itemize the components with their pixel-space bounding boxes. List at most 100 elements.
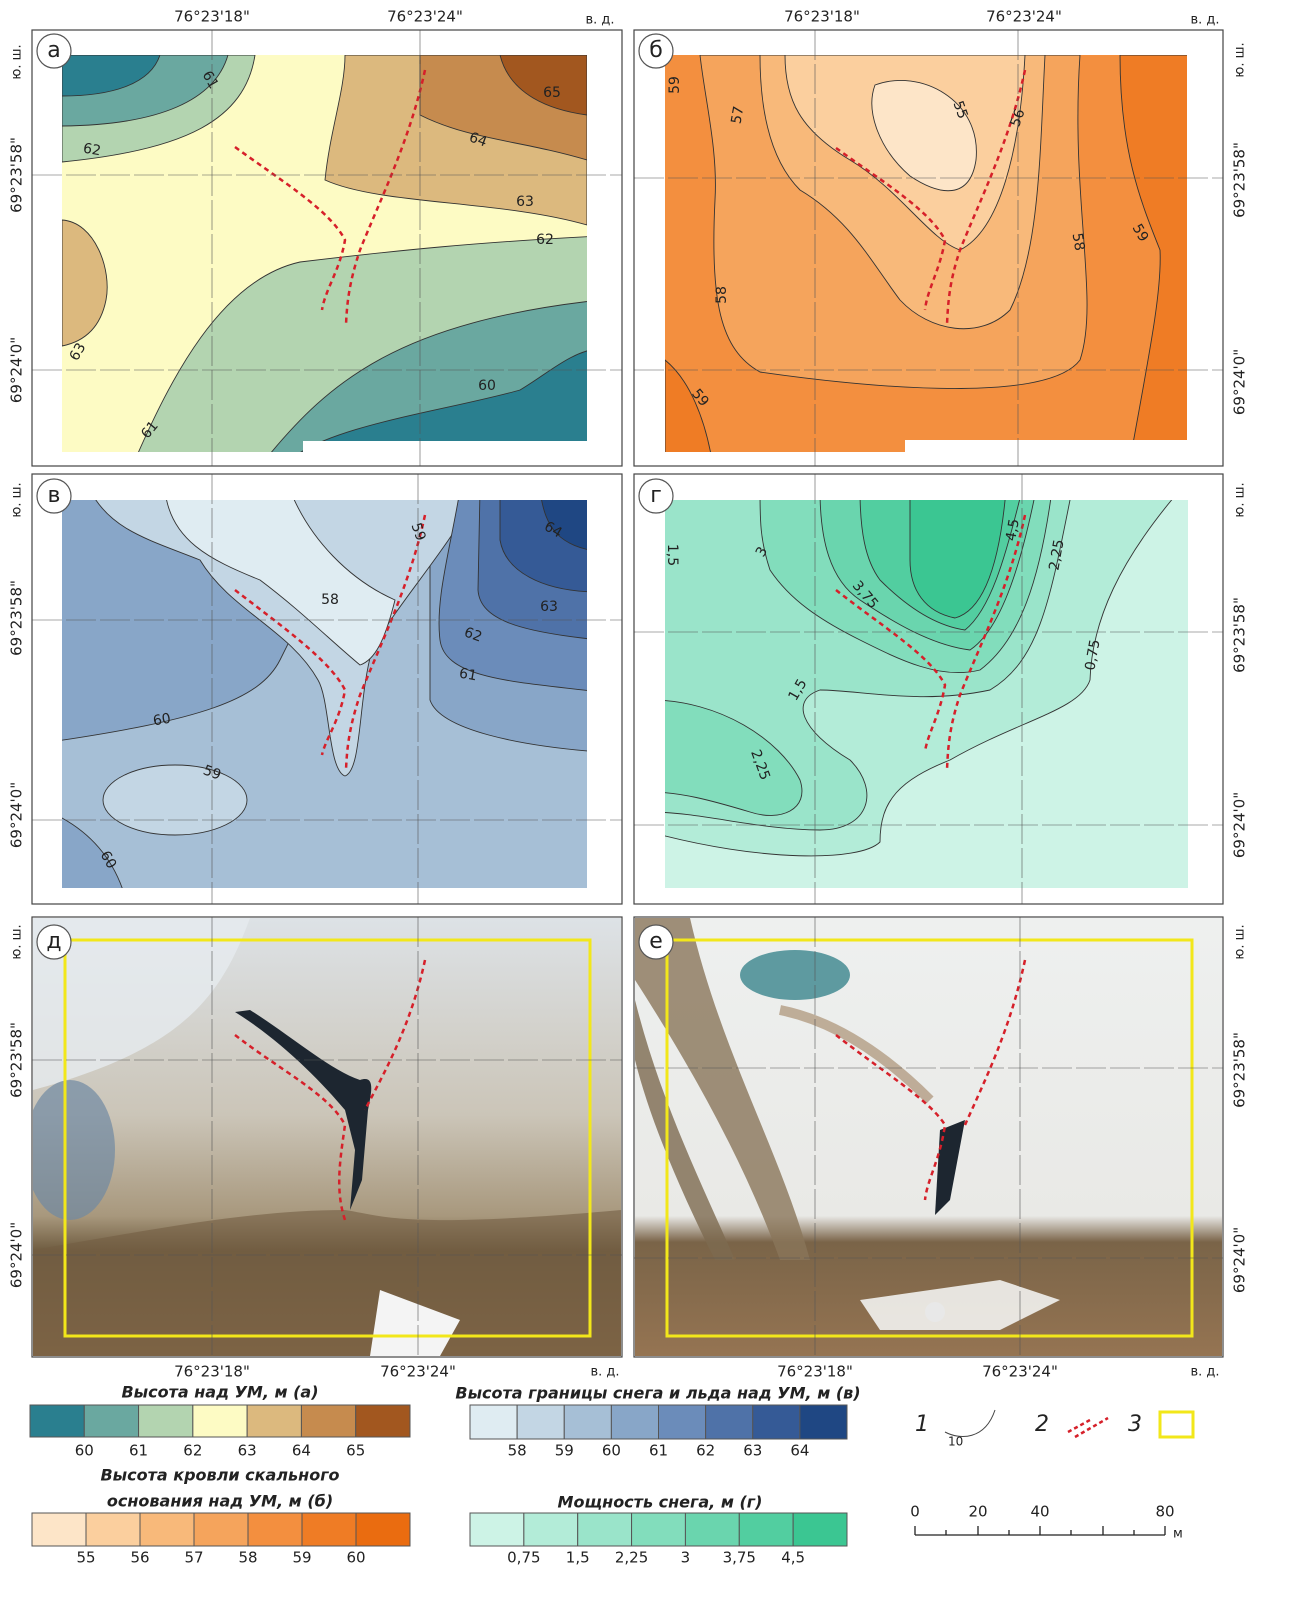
contour-label: 63 [516, 194, 534, 210]
contour-sample-label: 10 [948, 1435, 963, 1449]
legend-swatch [356, 1513, 410, 1546]
legend-swatch [753, 1405, 800, 1439]
lon-label: 76°23'24" [387, 8, 463, 26]
legend-label: 3,75 [723, 1549, 756, 1567]
legend-swatch [140, 1513, 194, 1546]
legend-swatch [470, 1405, 517, 1439]
contour-label: 62 [536, 232, 554, 248]
legend-swatch [706, 1405, 753, 1439]
contour-label: 58 [321, 592, 339, 608]
contour-label: 61 [458, 666, 478, 685]
legend-swatch [86, 1513, 140, 1546]
lat-label: 69°24'0" [1231, 349, 1249, 415]
legend-title: Высота кровли скального [100, 1466, 339, 1485]
lat-label: 69°24'0" [8, 1222, 26, 1288]
legend-label: 65 [346, 1442, 365, 1460]
symbol-number: 2 [1035, 1412, 1049, 1437]
fracture-sample [1068, 1418, 1108, 1437]
legend-swatch [139, 1405, 193, 1437]
lon-label: 76°23'18" [174, 1363, 250, 1381]
legend-label: 61 [129, 1442, 148, 1460]
legend-label: 4,5 [781, 1549, 805, 1567]
contour-map [50, 490, 600, 900]
legend-label: 63 [743, 1442, 762, 1460]
panel-letter: г [650, 483, 662, 508]
lon-label: 76°23'18" [784, 8, 860, 26]
legend-swatch [84, 1405, 138, 1437]
legend-label: 59 [292, 1549, 311, 1567]
lon-label: 76°23'24" [982, 1363, 1058, 1381]
lat-unit: ю. ш. [10, 482, 25, 517]
legend-label: 62 [696, 1442, 715, 1460]
legend-label: 1,5 [566, 1549, 590, 1567]
legend-title: Мощность снега, м (г) [558, 1493, 763, 1512]
legend-label: 2,25 [615, 1549, 648, 1567]
contour-fill [103, 765, 247, 835]
panel-letter: а [47, 38, 60, 63]
symbol-number: 3 [1128, 1412, 1142, 1437]
legend-label: 56 [130, 1549, 149, 1567]
legend-swatch [611, 1405, 658, 1439]
legend-swatch [247, 1405, 301, 1437]
legend-swatch [470, 1513, 524, 1546]
contour-label: 59 [667, 76, 683, 94]
contour-label: 60 [152, 711, 172, 730]
legend-label: 64 [292, 1442, 311, 1460]
lat-unit: ю. ш. [1233, 42, 1248, 77]
scale-bar: 0 20 40 80 м [910, 1503, 1183, 1542]
lat-label: 69°23'58" [1231, 597, 1249, 673]
scale-label: 0 [910, 1503, 920, 1521]
lon-unit: в. д. [1190, 1365, 1219, 1380]
lon-unit: в. д. [1190, 13, 1219, 28]
pond [740, 950, 850, 1000]
lat-label: 69°24'0" [1231, 792, 1249, 858]
lat-label: 69°23'58" [8, 580, 26, 656]
legend-label: 59 [555, 1442, 574, 1460]
contour-label: 57 [729, 105, 748, 125]
panel-letter: д [46, 929, 61, 954]
symbol-number: 1 [915, 1412, 929, 1437]
lat-label: 69°24'0" [8, 337, 26, 403]
contour-label: 65 [543, 85, 561, 101]
scale-line [915, 1526, 1165, 1535]
legend-swatch [302, 1513, 356, 1546]
page: 1 10 2 3 0 20 40 80 м 61 65 64 62 63 62 63 60 61… [0, 0, 1299, 1611]
legend-swatch [301, 1405, 355, 1437]
legend-swatch [356, 1405, 410, 1437]
legend-label: 60 [75, 1442, 94, 1460]
legend-swatch [194, 1513, 248, 1546]
legend-label: 58 [238, 1549, 257, 1567]
legend-swatch [524, 1513, 578, 1546]
legend-swatch [193, 1405, 247, 1437]
legend-swatch [793, 1513, 847, 1546]
legend-swatch [517, 1405, 564, 1439]
lat-label: 69°24'0" [1231, 1227, 1249, 1293]
contour-label: 1,5 [664, 544, 680, 566]
legend-label: 58 [508, 1442, 527, 1460]
legend-swatch [659, 1405, 706, 1439]
scale-label: 40 [1030, 1503, 1049, 1521]
symbol-legend: 1 10 2 3 [915, 1410, 1193, 1449]
lon-label: 76°23'24" [986, 8, 1062, 26]
lon-label: 76°23'18" [174, 8, 250, 26]
legend-label: 3 [681, 1549, 691, 1567]
legend-title: Высота над УМ, м (а) [121, 1383, 318, 1402]
aerial-photo [635, 918, 1222, 1356]
legend-label: 62 [183, 1442, 202, 1460]
shadow [25, 1080, 115, 1220]
maps [25, 55, 1222, 1356]
lat-label: 69°23'58" [1231, 142, 1249, 218]
ice-block [925, 1302, 945, 1322]
legend-swatch [32, 1513, 86, 1546]
lat-label: 69°23'58" [8, 1022, 26, 1098]
legend-swatch [685, 1513, 739, 1546]
legend-label: 64 [790, 1442, 809, 1460]
aerial-photo [25, 918, 621, 1356]
legend-label: 61 [649, 1442, 668, 1460]
contour-label: 58 [714, 286, 730, 304]
legend-swatch [739, 1513, 793, 1546]
legend-label: 60 [602, 1442, 621, 1460]
legend-swatch [632, 1513, 686, 1546]
legend-swatch [578, 1513, 632, 1546]
panel-letter: в [48, 483, 61, 508]
